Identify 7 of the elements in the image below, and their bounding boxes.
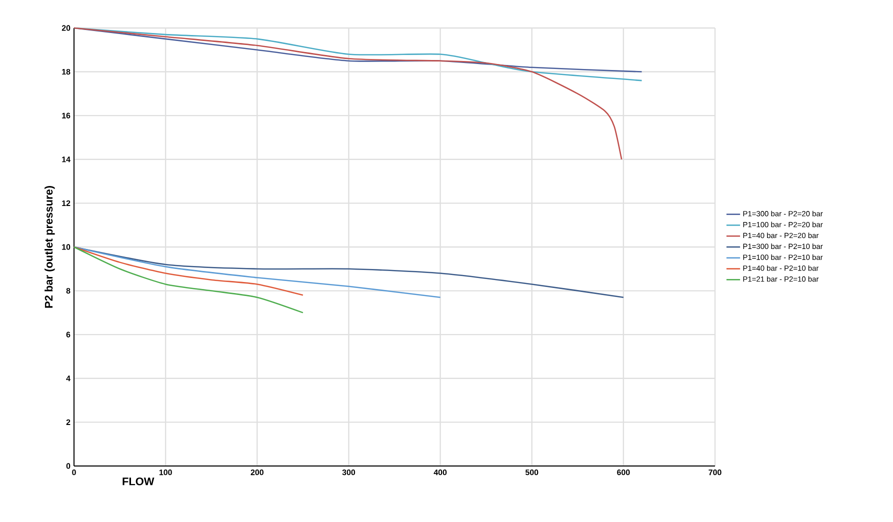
line-series [73, 246, 441, 298]
y-axis-title: P2 bar (outlet pressure) [44, 186, 55, 308]
line-series [73, 246, 304, 314]
line-series [73, 27, 622, 160]
x-axis-title: FLOW [122, 478, 154, 486]
line-series [73, 27, 642, 72]
line-series [73, 246, 304, 296]
